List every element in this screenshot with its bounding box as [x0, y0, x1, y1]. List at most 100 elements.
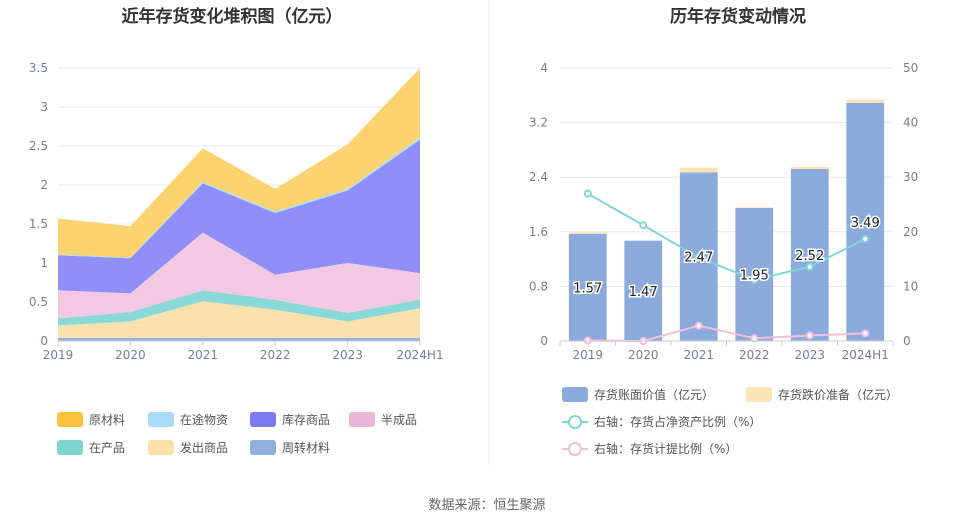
legend-label-impairment: 存货跌价准备（亿元） — [778, 387, 898, 402]
right-right-y-tick-label: 50 — [903, 61, 918, 75]
bar-impairment-5 — [846, 99, 885, 103]
bar-impairment-3 — [735, 207, 774, 208]
right-right-y-tick-label: 0 — [903, 334, 911, 348]
legend-label-line-0: 右轴：存货占净资产比例（%） — [594, 414, 761, 429]
legend-label-line-1: 右轴：存货计提比例（%） — [594, 441, 737, 456]
right-left-y-tick-label: 0.8 — [529, 279, 548, 293]
line-point-0-5 — [861, 234, 870, 243]
left-x-tick-labels: 2019 2020 2021 2022 2023 2024H1 — [43, 340, 444, 362]
left-y-tick-label: 1.5 — [29, 217, 48, 231]
line-point-0-3 — [750, 275, 759, 284]
left-y-tick-label: 0.5 — [29, 295, 48, 309]
left-y-tick-labels: 0 0.5 1 1.5 2 2.5 3 3.5 — [29, 61, 48, 348]
right-right-y-tick-label: 40 — [903, 116, 918, 130]
left-x-tick-label: 2019 — [43, 348, 74, 362]
bar-book-value-1 — [624, 240, 663, 341]
legend-label-5: 发出商品 — [180, 440, 228, 455]
line-point-0-0 — [583, 189, 592, 198]
right-combo-chart: 历年存货变动情况 0 0.8 1.6 2.4 3.2 4 0 10 20 30 40 50 1.57… — [529, 6, 918, 456]
legend-marker-0 — [568, 415, 582, 429]
area-4 — [58, 139, 420, 294]
bar-book-value-4 — [790, 169, 829, 341]
legend-label-2: 库存商品 — [282, 412, 330, 427]
left-y-tick-label: 0 — [40, 334, 48, 348]
legend-swatch-0 — [57, 412, 83, 427]
right-x-tick-label: 2020 — [628, 348, 659, 362]
line-point-1-0 — [583, 336, 592, 345]
right-left-y-tick-label: 2.4 — [529, 170, 548, 184]
line-point-0-2 — [694, 253, 703, 262]
right-gridlines — [560, 67, 893, 342]
line-point-1-3 — [750, 334, 759, 343]
area-0 — [58, 337, 420, 341]
legend-swatch-6 — [250, 440, 276, 455]
data-source-note: 数据来源：恒生聚源 — [428, 498, 545, 513]
area-1 — [58, 301, 420, 338]
line-point-1-2 — [694, 321, 703, 330]
right-right-y-tick-label: 30 — [903, 170, 918, 184]
left-x-tick-label: 2024H1 — [396, 348, 443, 362]
legend-swatch-book-value — [562, 387, 588, 402]
legend-swatch-impairment — [746, 387, 772, 402]
legend-label-3: 半成品 — [381, 413, 417, 427]
left-y-tick-label: 3 — [40, 100, 48, 114]
right-x-tick-label: 2022 — [739, 348, 770, 362]
bar-value-label-1: 1.47 — [629, 285, 658, 300]
right-x-tick-label: 2023 — [794, 348, 825, 362]
bar-value-label-2: 2.47 — [684, 251, 713, 266]
area-6 — [58, 68, 420, 258]
legend-label-book-value: 存货账面价值（亿元） — [594, 387, 714, 402]
left-y-tick-label: 2 — [40, 178, 48, 192]
left-areas — [58, 68, 420, 341]
line-point-1-4 — [805, 331, 814, 340]
right-chart-title: 历年存货变动情况 — [670, 6, 806, 27]
right-left-y-tick-label: 4 — [540, 61, 548, 75]
bar-value-label-0: 1.57 — [573, 281, 602, 296]
right-left-y-tick-labels: 0 0.8 1.6 2.4 3.2 4 — [529, 61, 548, 348]
right-right-y-tick-label: 20 — [903, 225, 918, 239]
right-left-y-tick-label: 3.2 — [529, 116, 548, 130]
right-x-tick-label: 2019 — [572, 348, 603, 362]
right-right-y-tick-labels: 0 10 20 30 40 50 — [903, 61, 918, 348]
legend-swatch-2 — [250, 412, 276, 427]
left-y-tick-label: 3.5 — [29, 61, 48, 75]
area-5 — [58, 137, 420, 259]
right-legend: 存货账面价值（亿元） 存货跌价准备（亿元） 右轴：存货占净资产比例（%） 右轴：存货计… — [562, 387, 898, 456]
legend-swatch-1 — [148, 412, 174, 427]
legend-label-0: 原材料 — [89, 413, 125, 427]
line-point-0-1 — [639, 221, 648, 230]
bar-value-label-3: 1.95 — [740, 268, 769, 283]
left-x-tick-label: 2022 — [260, 348, 291, 362]
left-x-tick-label: 2021 — [188, 348, 219, 362]
legend-label-4: 在产品 — [89, 441, 125, 455]
left-y-tick-label: 1 — [40, 256, 48, 270]
legend-label-1: 在途物资 — [180, 412, 228, 427]
bar-book-value-0 — [568, 233, 607, 341]
right-bar-value-labels: 1.57 1.47 2.47 1.95 2.52 3.49 — [572, 214, 881, 301]
left-y-tick-label: 2.5 — [29, 139, 48, 153]
bar-book-value-5 — [846, 102, 885, 342]
right-bars — [568, 99, 885, 342]
legend-swatch-4 — [57, 440, 83, 455]
right-x-tick-label: 2024H1 — [842, 348, 889, 362]
line-point-0-4 — [805, 262, 814, 271]
bar-impairment-4 — [790, 166, 829, 170]
right-right-y-tick-label: 10 — [903, 279, 918, 293]
bar-value-label-4: 2.52 — [795, 249, 824, 264]
bar-impairment-0 — [568, 232, 607, 234]
left-chart-title: 近年存货变化堆积图（亿元） — [122, 6, 343, 27]
legend-swatch-3 — [349, 412, 375, 427]
left-x-tick-label: 2020 — [115, 348, 146, 362]
line-point-1-5 — [861, 329, 870, 338]
right-left-y-tick-label: 1.6 — [529, 225, 548, 239]
line-series-0 — [587, 192, 866, 281]
legend-label-6: 周转材料 — [282, 440, 330, 455]
legend-marker-1 — [568, 442, 582, 456]
right-left-y-tick-label: 0 — [540, 334, 548, 348]
legend-swatch-5 — [148, 440, 174, 455]
area-2 — [58, 290, 420, 326]
right-x-tick-labels: 2019 2020 2021 2022 2023 2024H1 — [559, 340, 894, 362]
